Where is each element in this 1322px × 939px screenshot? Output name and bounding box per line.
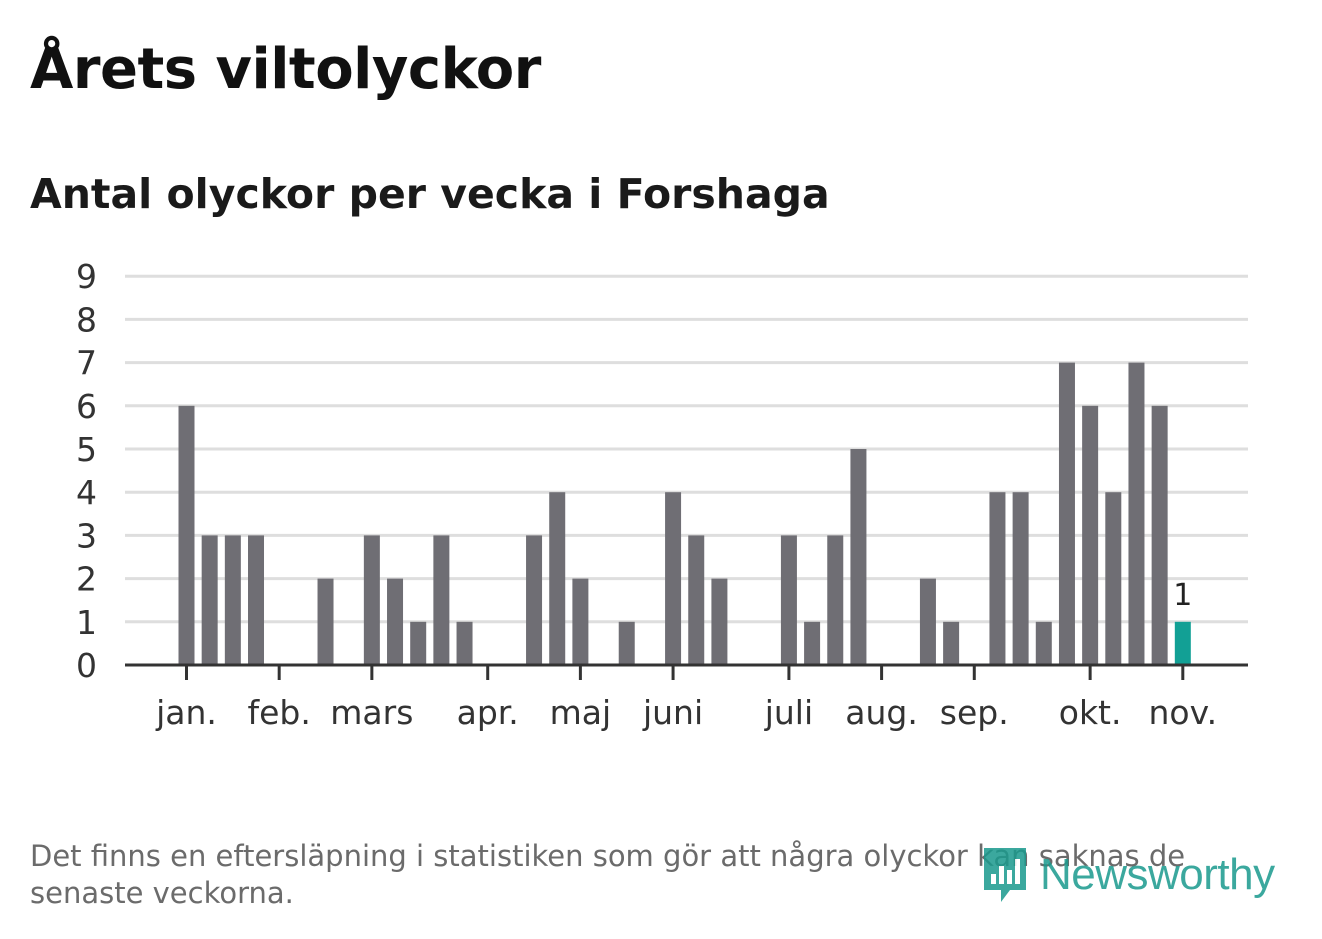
bar bbox=[410, 621, 427, 665]
newsworthy-logo-icon bbox=[984, 848, 1026, 902]
x-tick-label: juni bbox=[642, 693, 703, 732]
chart-subtitle: Antal olyckor per vecka i Forshaga bbox=[30, 170, 830, 218]
y-tick-label: 8 bbox=[76, 300, 97, 339]
x-tick-label: jan. bbox=[155, 693, 217, 732]
x-tick-label: nov. bbox=[1149, 693, 1218, 732]
bars: 1 bbox=[178, 362, 1192, 665]
bar bbox=[317, 578, 334, 665]
bar bbox=[919, 578, 936, 665]
x-tick-label: mars bbox=[330, 693, 413, 732]
x-tick-label: feb. bbox=[248, 693, 311, 732]
grid-lines bbox=[125, 274, 1248, 624]
bar bbox=[248, 535, 265, 665]
bar bbox=[549, 492, 566, 665]
bar bbox=[850, 449, 867, 665]
y-tick-label: 3 bbox=[76, 516, 97, 555]
bar bbox=[201, 535, 218, 665]
bar bbox=[665, 492, 682, 665]
x-tick-label: aug. bbox=[845, 693, 918, 732]
newsworthy-logo-text: Newsworthy bbox=[1040, 850, 1275, 899]
x-axis-ticks: jan. feb. mars apr. maj juni juli aug. sep. okt. n… bbox=[155, 665, 1217, 732]
bar bbox=[780, 535, 797, 665]
y-axis-ticks: 0 1 2 3 4 5 6 7 8 9 bbox=[76, 257, 97, 685]
x-tick-label: okt. bbox=[1059, 693, 1122, 732]
y-tick-label: 7 bbox=[76, 344, 97, 383]
newsworthy-logo: Newsworthy bbox=[980, 844, 1275, 906]
x-tick-label: sep. bbox=[940, 693, 1009, 732]
y-tick-label: 4 bbox=[76, 473, 97, 512]
bar bbox=[224, 535, 241, 665]
y-tick-label: 2 bbox=[76, 560, 97, 599]
bar bbox=[804, 621, 821, 665]
bar bbox=[433, 535, 450, 665]
bar bbox=[363, 535, 380, 665]
bar bbox=[572, 578, 589, 665]
bar bbox=[943, 621, 960, 665]
chart-title: Årets viltolyckor bbox=[30, 37, 541, 102]
x-tick-label: maj bbox=[550, 693, 612, 732]
bar bbox=[827, 535, 844, 665]
bar bbox=[711, 578, 728, 665]
bar-highlight bbox=[1174, 621, 1191, 665]
bar bbox=[1012, 492, 1029, 665]
x-tick-label: juli bbox=[764, 693, 813, 732]
bar bbox=[456, 621, 473, 665]
bar bbox=[1105, 492, 1122, 665]
bar bbox=[526, 535, 543, 665]
y-tick-label: 6 bbox=[76, 387, 97, 426]
bar bbox=[1128, 362, 1145, 665]
y-tick-label: 9 bbox=[76, 257, 97, 296]
bar bbox=[1058, 362, 1075, 665]
bar bbox=[387, 578, 404, 665]
bar bbox=[1082, 405, 1099, 665]
bar-chart: 0 1 2 3 4 5 6 7 8 9 1 jan. feb. mars apr. maj juni juli… bbox=[76, 257, 1248, 732]
bar bbox=[178, 405, 195, 665]
highlight-data-label: 1 bbox=[1173, 578, 1192, 613]
bar bbox=[1151, 405, 1168, 665]
y-tick-label: 5 bbox=[76, 430, 97, 469]
y-tick-label: 0 bbox=[76, 646, 97, 685]
bar bbox=[989, 492, 1006, 665]
x-tick-label: apr. bbox=[457, 693, 519, 732]
bar bbox=[688, 535, 705, 665]
y-tick-label: 1 bbox=[76, 603, 97, 642]
bar bbox=[618, 621, 635, 665]
bar bbox=[1035, 621, 1052, 665]
